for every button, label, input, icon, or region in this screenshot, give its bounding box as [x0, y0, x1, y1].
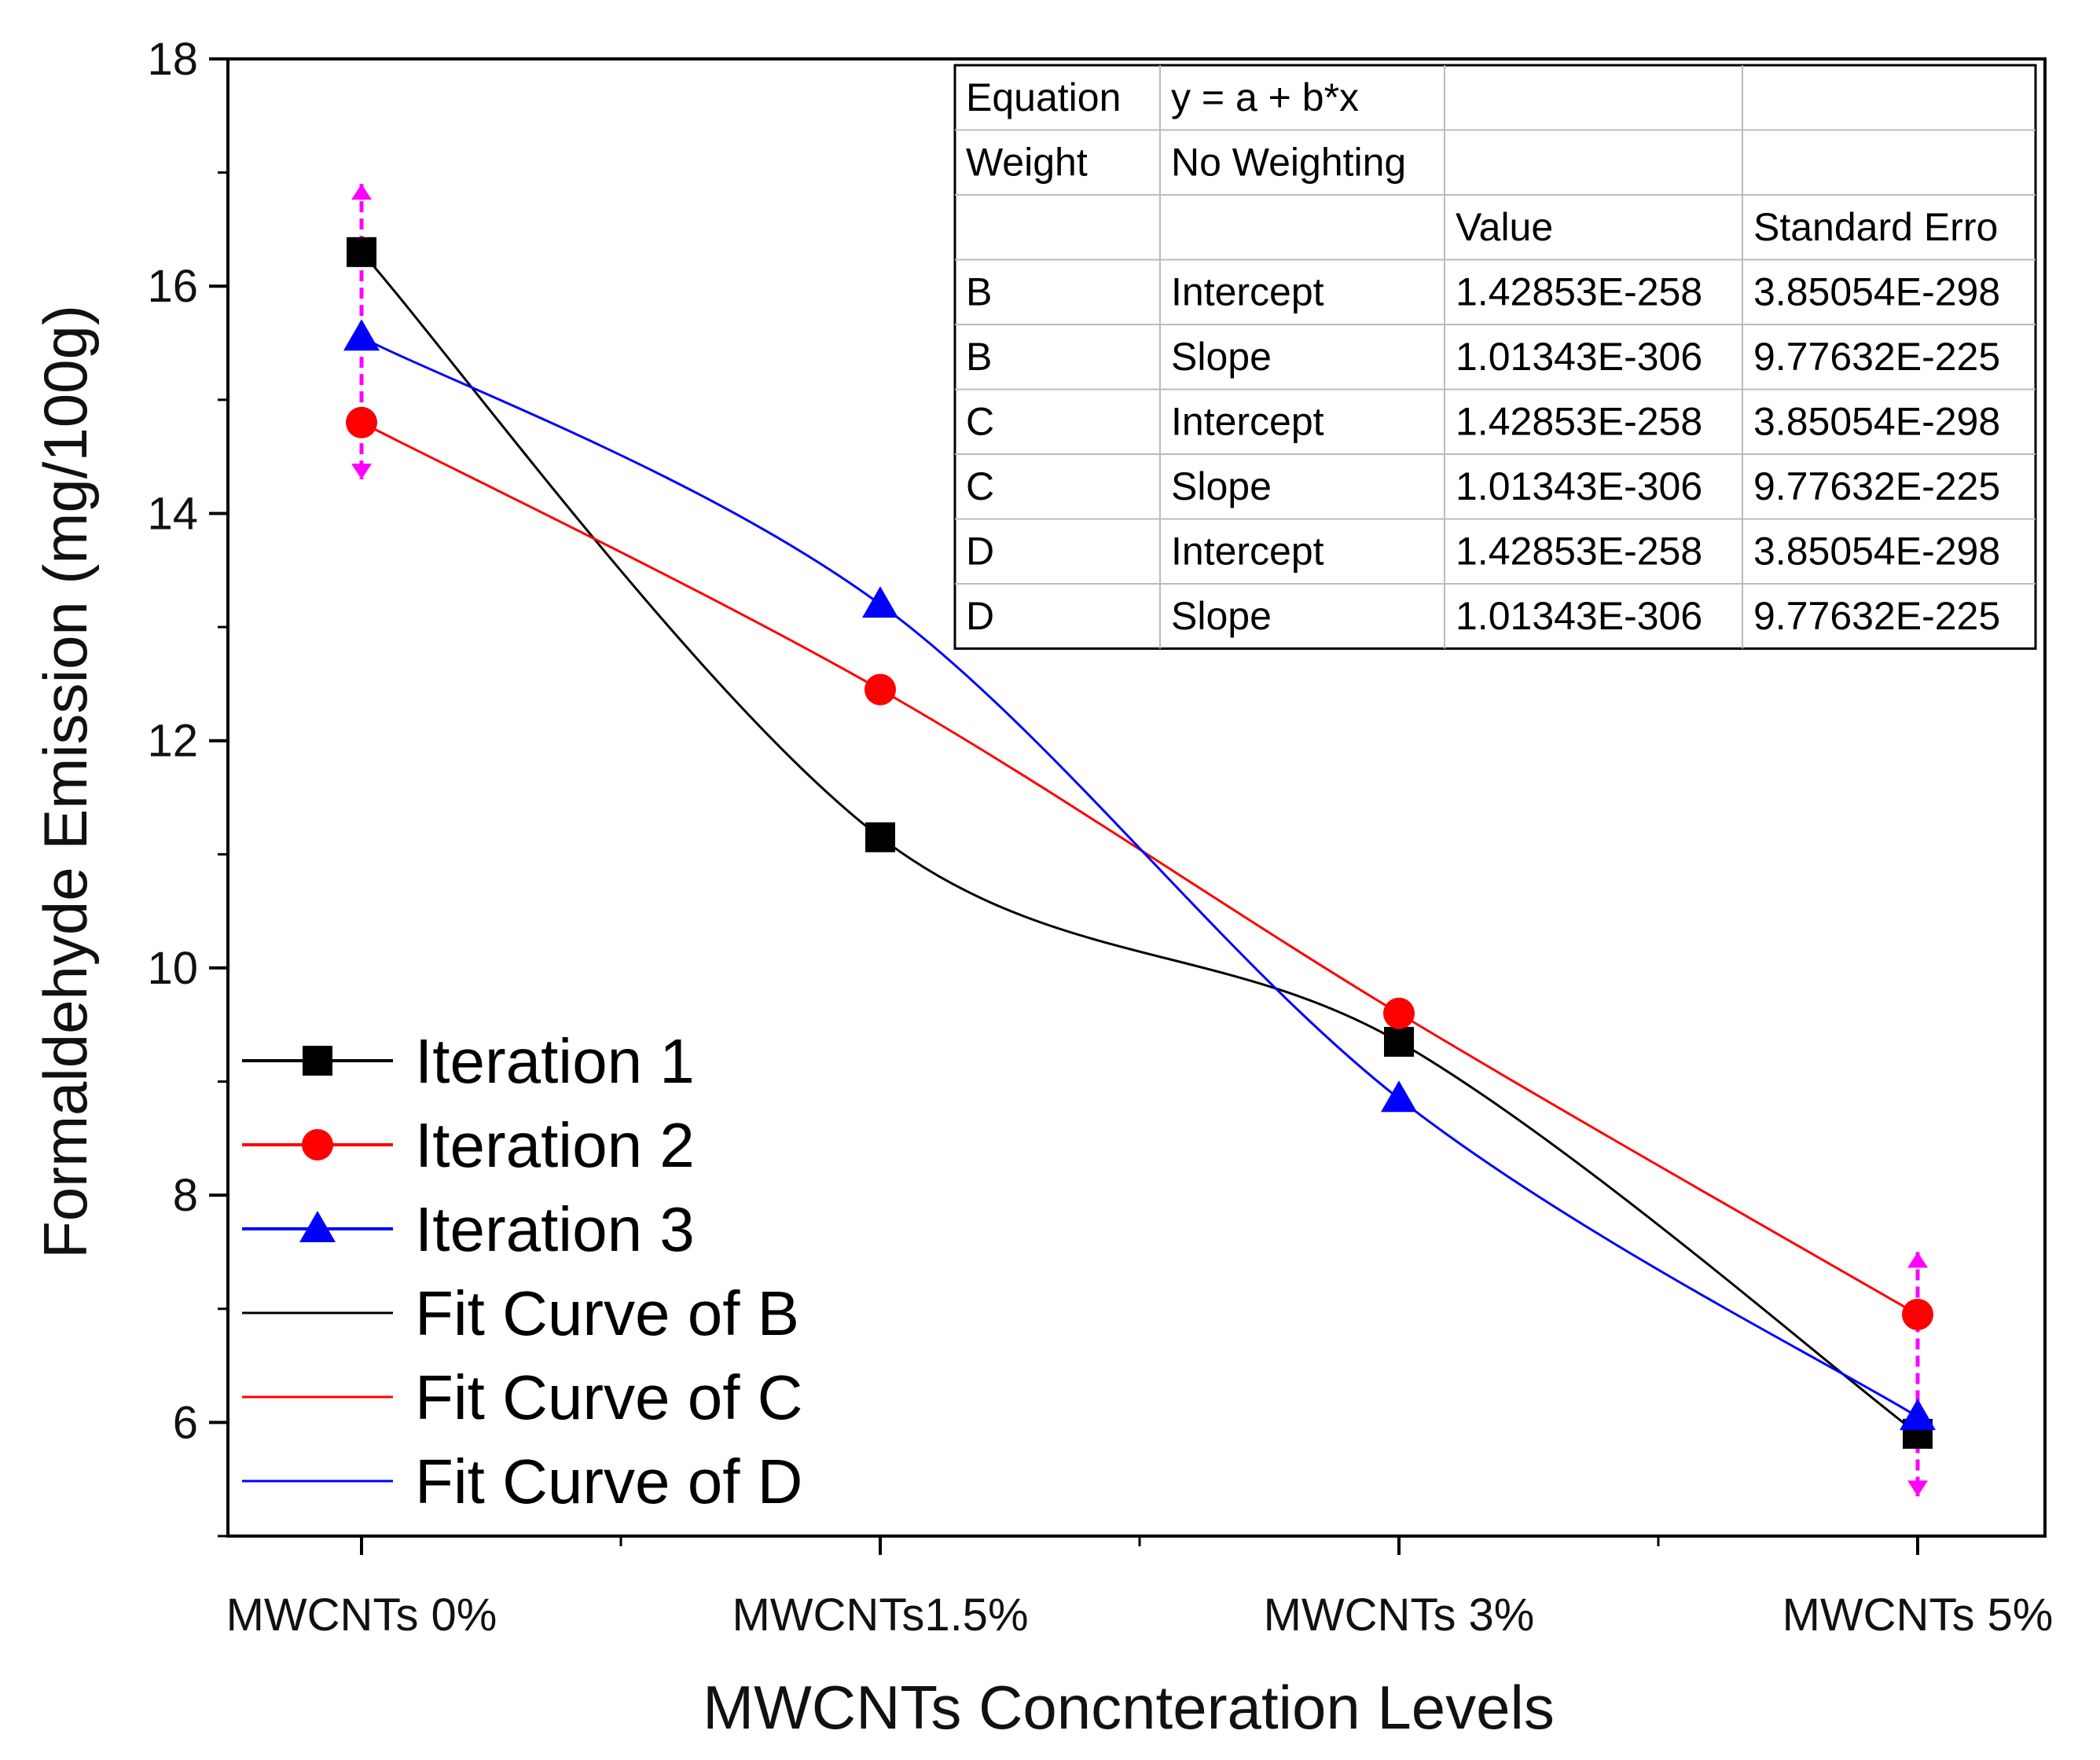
- fit-table-cell: Equation: [966, 75, 1121, 119]
- fit-table-cell: 3.85054E-298: [1753, 400, 2000, 444]
- fit-table-cell: C: [966, 464, 994, 508]
- legend: Iteration 1 Iteration 2 Iteration 3 Fit Cur…: [242, 1026, 802, 1516]
- fit-table-cell: y = a + b*x: [1171, 75, 1359, 119]
- legend-marker-square: [303, 1046, 332, 1076]
- fit-table: Equation y = a + b*x Weight No Weighting Val…: [953, 64, 2037, 650]
- error-bar-cap-bottom: [1907, 1480, 1928, 1497]
- plot-frame: [226, 57, 2047, 1538]
- fit-table-cell: 1.01343E-306: [1456, 335, 1702, 379]
- markers-layer: [343, 236, 1936, 1449]
- data-point-triangle: [1381, 1080, 1417, 1113]
- x-tick-label: MWCNTs 0%: [226, 1590, 497, 1641]
- data-point-square: [347, 236, 376, 267]
- fit-table-cell: 1.42853E-258: [1456, 270, 1702, 314]
- y-tick-label: 18: [147, 34, 198, 85]
- legend-label: Iteration 1: [415, 1026, 695, 1096]
- fit-table-cell: 3.85054E-298: [1753, 530, 2000, 574]
- data-point-triangle: [1900, 1399, 1936, 1431]
- y-tick-label: 6: [173, 1397, 198, 1448]
- fit-table-cell: C: [966, 400, 994, 444]
- legend-label: Fit Curve of D: [415, 1446, 802, 1516]
- fit-table-cell: Slope: [1171, 594, 1272, 638]
- fit-table-cell: 1.01343E-306: [1456, 464, 1702, 508]
- legend-marker-circle: [302, 1129, 333, 1160]
- fit-curve-3: [361, 336, 1918, 1418]
- labels-layer: 6 8 10 12 14 16 18 MWCNTs 0% MWCNTs1.5% MWCNTs 3%…: [31, 34, 2053, 1742]
- y-tick-label: 14: [147, 488, 198, 539]
- fit-table-cell: 3.85054E-298: [1753, 270, 2000, 314]
- fit-curves-layer: [360, 251, 1918, 1436]
- fit-table-cell: Value: [1456, 205, 1553, 249]
- legend-label: Iteration 2: [415, 1110, 695, 1180]
- y-tick-label: 8: [173, 1170, 198, 1221]
- fit-table-cell: 1.01343E-306: [1456, 594, 1702, 638]
- fit-table-cell: 9.77632E-225: [1753, 464, 2000, 508]
- error-bar-cap-bottom: [351, 464, 372, 480]
- fit-table-cell: Intercept: [1171, 400, 1324, 444]
- x-tick-label: MWCNTs1.5%: [732, 1590, 1028, 1641]
- legend-label: Iteration 3: [415, 1194, 695, 1264]
- data-point-circle: [346, 406, 377, 438]
- data-point-triangle: [862, 586, 898, 618]
- data-point-circle: [1902, 1299, 1933, 1330]
- error-bar-cap-top: [351, 184, 372, 200]
- error-bar-cap-top: [1907, 1252, 1928, 1268]
- y-axis-title: Formaldehyde Emission (mg/100g): [31, 305, 100, 1259]
- fit-table-cell: Intercept: [1171, 270, 1324, 314]
- y-tick-label: 16: [147, 261, 198, 312]
- fit-table-cell: 9.77632E-225: [1753, 594, 2000, 638]
- data-point-circle: [865, 673, 896, 706]
- y-tick-label: 10: [147, 943, 198, 994]
- x-axis-title: MWCNTs Concnteration Levels: [703, 1673, 1555, 1742]
- fit-table-cell: D: [966, 530, 994, 574]
- data-point-triangle: [343, 319, 380, 351]
- y-tick-label: 12: [147, 716, 198, 767]
- fit-table-cell: D: [966, 594, 994, 638]
- fit-table-cell: Intercept: [1171, 530, 1324, 574]
- fit-table-cell: 1.42853E-258: [1456, 530, 1702, 574]
- fit-table-cell: Standard Erro: [1753, 205, 1998, 249]
- legend-label: Fit Curve of C: [415, 1362, 802, 1432]
- fit-table-cell: B: [966, 270, 992, 314]
- fit-table-cell: 9.77632E-225: [1753, 335, 2000, 379]
- axes-layer: [209, 57, 2047, 1555]
- fit-table-cell: Slope: [1171, 335, 1272, 379]
- legend-label: Fit Curve of B: [415, 1278, 799, 1348]
- x-tick-label: MWCNTs 3%: [1264, 1590, 1535, 1641]
- data-point-square: [865, 822, 895, 852]
- fit-curve-1: [360, 251, 1918, 1436]
- legend-marker-triangle: [299, 1211, 336, 1242]
- fit-table-cell: Slope: [1171, 464, 1272, 508]
- data-point-circle: [1383, 997, 1415, 1029]
- fit-table-border: [953, 64, 2037, 650]
- x-tick-label: MWCNTs 5%: [1782, 1590, 2054, 1641]
- fit-table-cell: No Weighting: [1171, 141, 1406, 185]
- fit-table-cell: B: [966, 335, 992, 379]
- fit-table-cell: 1.42853E-258: [1456, 400, 1702, 444]
- data-point-square: [1384, 1026, 1414, 1057]
- fit-table-cell: Weight: [966, 141, 1088, 185]
